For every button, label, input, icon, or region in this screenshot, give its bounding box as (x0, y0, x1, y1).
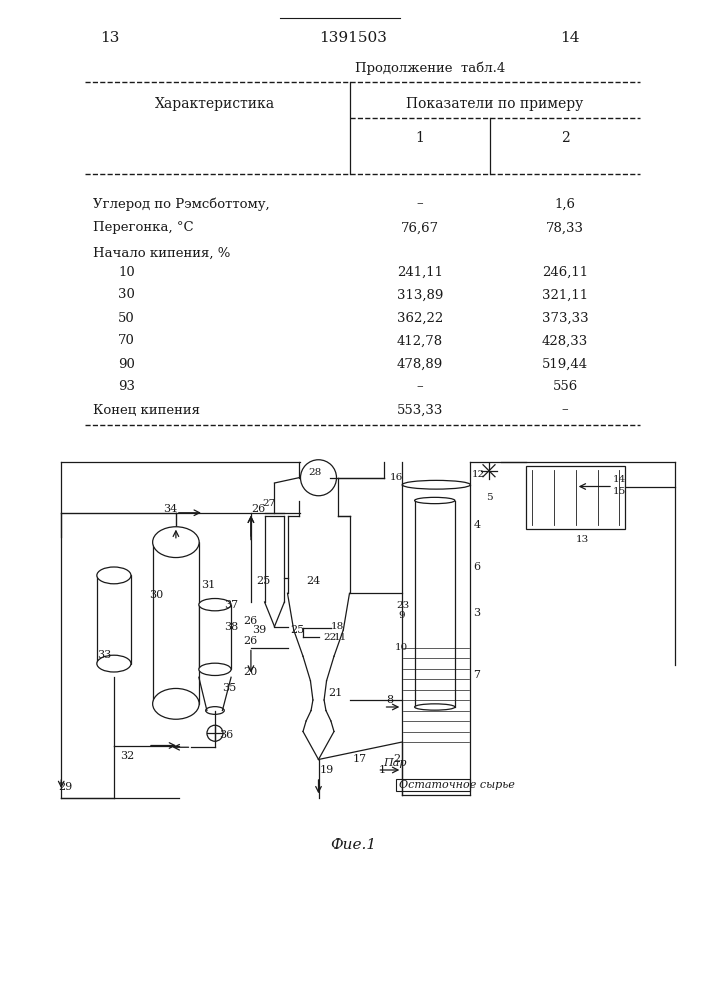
Text: 519,44: 519,44 (542, 358, 588, 370)
Text: 428,33: 428,33 (542, 334, 588, 348)
Text: 12: 12 (472, 470, 485, 479)
Text: 26: 26 (251, 504, 265, 514)
Text: 11: 11 (334, 633, 347, 642)
Text: 3: 3 (474, 607, 481, 617)
Text: 31: 31 (201, 580, 215, 589)
Text: 1391503: 1391503 (319, 31, 387, 45)
Text: 18: 18 (331, 622, 344, 631)
Text: 412,78: 412,78 (397, 334, 443, 348)
Text: 39: 39 (252, 625, 267, 635)
Ellipse shape (414, 704, 455, 710)
Text: 6: 6 (474, 562, 481, 572)
Ellipse shape (199, 663, 231, 676)
Text: 20: 20 (243, 667, 257, 677)
Circle shape (300, 460, 337, 496)
Text: 556: 556 (552, 380, 578, 393)
Text: 78,33: 78,33 (546, 222, 584, 234)
Text: 76,67: 76,67 (401, 222, 439, 234)
Text: Углерод по Рэмсботтому,: Углерод по Рэмсботтому, (93, 197, 269, 211)
Text: 32: 32 (120, 751, 134, 761)
Text: 30: 30 (149, 590, 163, 600)
Text: 33: 33 (97, 650, 112, 660)
Text: 21: 21 (328, 688, 342, 698)
Ellipse shape (414, 497, 455, 504)
Ellipse shape (402, 480, 470, 489)
Text: 38: 38 (223, 621, 238, 632)
Text: 28: 28 (308, 468, 321, 477)
Text: 25: 25 (257, 576, 271, 586)
Text: –: – (561, 403, 568, 416)
Bar (97, 575, 131, 664)
Ellipse shape (199, 598, 231, 611)
Text: 26: 26 (243, 616, 257, 626)
Text: 16: 16 (390, 473, 403, 482)
Text: 1,6: 1,6 (554, 198, 575, 211)
Text: 9: 9 (399, 611, 405, 620)
Text: 37: 37 (223, 600, 238, 610)
Text: Конец кипения: Конец кипения (93, 403, 200, 416)
Text: 13: 13 (575, 534, 589, 544)
Text: 478,89: 478,89 (397, 358, 443, 370)
Text: 22: 22 (323, 633, 336, 642)
Bar (526, 466, 626, 528)
Text: 34: 34 (163, 504, 177, 514)
Text: Фие.1: Фие.1 (330, 838, 376, 852)
Text: Показатели по примеру: Показатели по примеру (407, 97, 583, 111)
Text: 2: 2 (561, 131, 569, 145)
Text: 4: 4 (474, 520, 481, 530)
Text: –: – (416, 380, 423, 393)
Ellipse shape (153, 688, 199, 719)
Text: 19: 19 (320, 765, 334, 775)
Text: 362,22: 362,22 (397, 312, 443, 324)
Circle shape (207, 725, 223, 741)
Bar (199, 605, 231, 669)
Text: 35: 35 (223, 683, 237, 693)
Text: Пар: Пар (384, 758, 407, 768)
Ellipse shape (153, 527, 199, 558)
Text: 15: 15 (613, 487, 626, 496)
Text: 13: 13 (100, 31, 119, 45)
Text: 30: 30 (118, 288, 135, 302)
Ellipse shape (97, 655, 131, 672)
Text: 553,33: 553,33 (397, 403, 443, 416)
Text: 17: 17 (353, 754, 367, 764)
Text: 90: 90 (118, 358, 135, 370)
Text: 25: 25 (291, 625, 305, 635)
Text: 5: 5 (486, 492, 493, 502)
Text: 14: 14 (560, 31, 580, 45)
Text: –: – (416, 198, 423, 211)
Text: 23: 23 (396, 601, 409, 610)
Text: 7: 7 (474, 670, 481, 680)
Text: 27: 27 (262, 499, 275, 508)
Bar (153, 542, 199, 704)
Text: 10: 10 (118, 265, 135, 278)
Text: 50: 50 (118, 312, 135, 324)
Text: 29: 29 (58, 782, 72, 792)
Bar (396, 779, 470, 791)
Text: 8: 8 (387, 695, 394, 705)
Text: 246,11: 246,11 (542, 265, 588, 278)
Text: Начало кипения, %: Начало кипения, % (93, 246, 230, 259)
Text: 1: 1 (379, 765, 386, 775)
Text: 1: 1 (416, 131, 424, 145)
Text: 321,11: 321,11 (542, 288, 588, 302)
Text: 93: 93 (118, 380, 135, 393)
Text: 10: 10 (395, 643, 408, 652)
Text: 14: 14 (613, 475, 626, 484)
Text: 241,11: 241,11 (397, 265, 443, 278)
Text: 24: 24 (306, 576, 320, 586)
Text: 26: 26 (243, 636, 257, 646)
Ellipse shape (206, 707, 224, 714)
Text: 2: 2 (394, 754, 401, 764)
Text: 373,33: 373,33 (542, 312, 588, 324)
Text: Остаточное сырье: Остаточное сырье (399, 780, 515, 790)
Text: Перегонка, °С: Перегонка, °С (93, 222, 194, 234)
Text: Продолжение  табл.4: Продолжение табл.4 (355, 61, 505, 75)
Text: 70: 70 (118, 334, 135, 348)
Text: 313,89: 313,89 (397, 288, 443, 302)
Text: 36: 36 (219, 730, 233, 740)
Text: Характеристика: Характеристика (155, 97, 275, 111)
Ellipse shape (97, 567, 131, 584)
